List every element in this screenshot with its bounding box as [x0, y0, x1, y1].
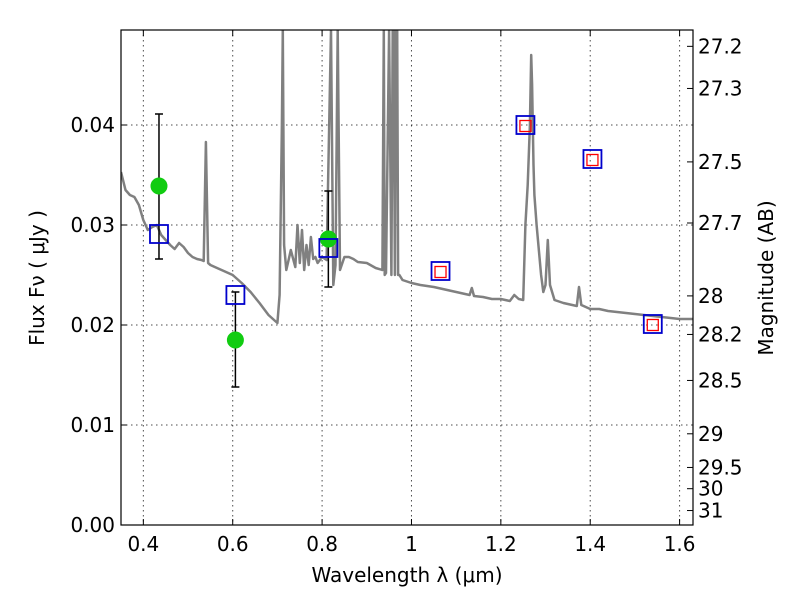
model-photometry-square [225, 285, 246, 305]
y-tick-label: 0.03 [70, 213, 115, 237]
model-photometry-small-square [434, 265, 447, 279]
model-photometry-small-square [586, 153, 599, 167]
x-tick-label: 0.4 [127, 532, 159, 556]
right-tick-label: 28 [698, 284, 723, 308]
model-photometry-square [642, 314, 663, 334]
right-tick-label: 30 [698, 477, 723, 501]
x-tick-label: 1.2 [485, 532, 517, 556]
plot-area [121, 30, 693, 388]
right-tick-label: 27.7 [698, 211, 743, 235]
y-axis-label: Flux Fν ( μJy ) [25, 210, 49, 346]
right-tick-label: 31 [698, 499, 723, 523]
y-tick-label: 0.04 [70, 113, 115, 137]
grid [121, 30, 693, 526]
model-photometry-square [582, 149, 603, 169]
model-spectrum-line [121, 30, 693, 325]
y-tick-label: 0.02 [70, 313, 115, 337]
right-tick-label: 29.5 [698, 455, 743, 479]
model-photometry-small-square [646, 318, 659, 332]
plot-frame [120, 29, 694, 526]
right-tick-label: 28.2 [698, 322, 743, 346]
observed-flux-point [150, 177, 168, 195]
x-tick-label: 1 [405, 532, 418, 556]
right-tick-label: 27.5 [698, 150, 743, 174]
y-tick-label: 0.00 [70, 513, 115, 537]
right-tick-label: 27.3 [698, 76, 743, 100]
y-axis-right-label: Magnitude (AB) [754, 200, 778, 355]
model-photometry-square [515, 115, 536, 135]
model-photometry-square [430, 261, 451, 281]
observed-flux-point [226, 331, 244, 349]
x-tick-label: 0.6 [217, 532, 249, 556]
x-tick-label: 1.6 [664, 532, 696, 556]
right-tick-label: 28.5 [698, 368, 743, 392]
right-tick-label: 29 [698, 422, 723, 446]
x-tick-label: 0.8 [306, 532, 338, 556]
y-tick-label: 0.01 [70, 413, 115, 437]
model-photometry-small-square [519, 119, 532, 133]
right-tick-label: 27.2 [698, 34, 743, 58]
x-tick-label: 1.4 [574, 532, 606, 556]
model-photometry-square [149, 224, 169, 244]
x-axis-label: Wavelength λ (μm) [311, 563, 502, 587]
ticks: 0.4 0.6 0.8 1 1.2 1.4 1.6 0.00 0.01 0.02 0.03 0.04 2… [70, 30, 743, 556]
model-photometry-square [318, 238, 339, 258]
